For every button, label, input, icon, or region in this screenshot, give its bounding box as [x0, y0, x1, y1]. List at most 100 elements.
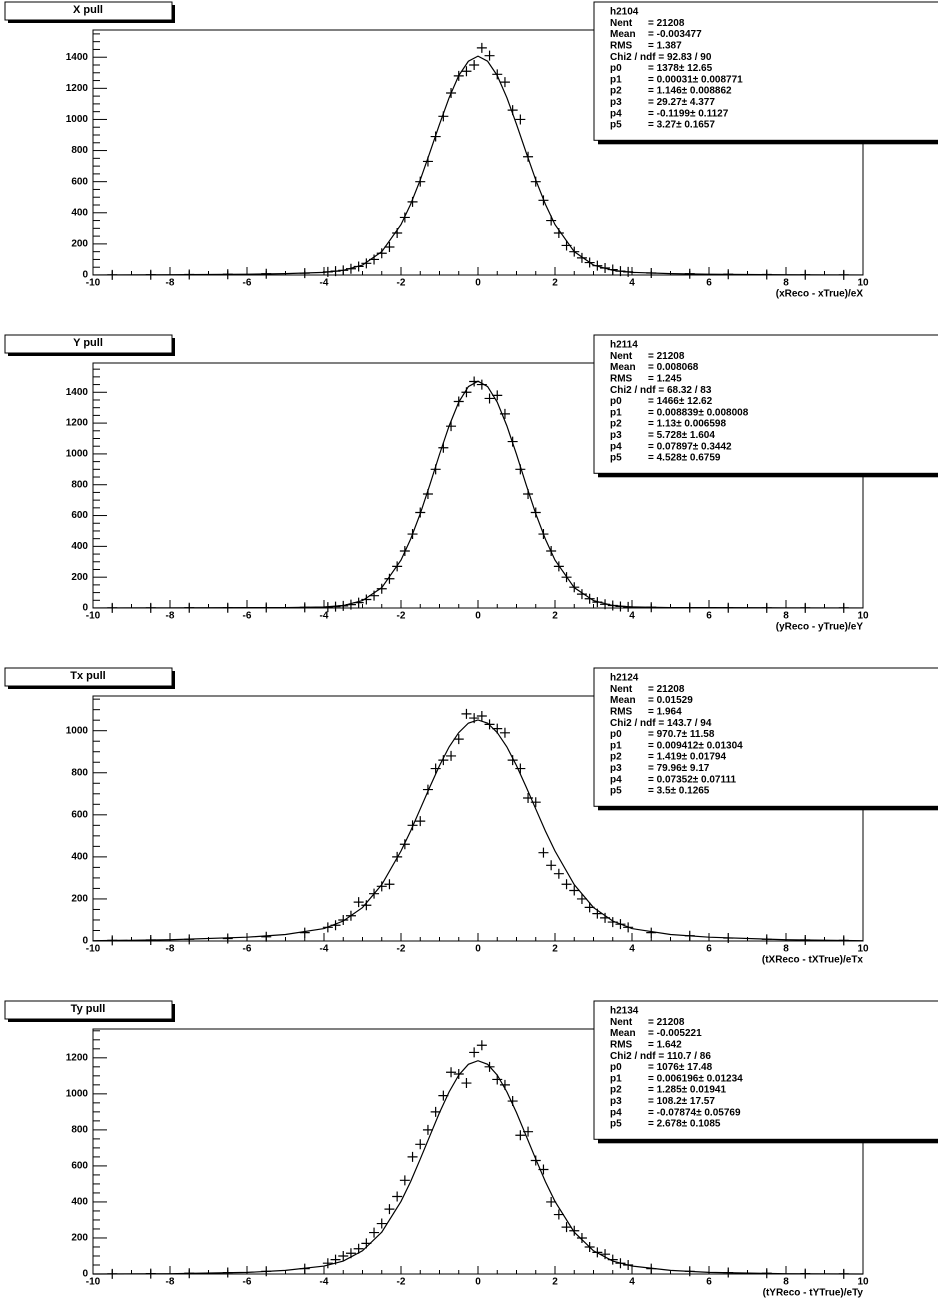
fit-curve [92, 719, 864, 942]
data-point [415, 1139, 426, 1150]
data-point [384, 1204, 395, 1215]
data-point [422, 1124, 433, 1135]
title-box [4, 1000, 173, 1020]
y-tick-label: 200 [71, 894, 88, 905]
chart-title: Ty pull [71, 1003, 106, 1015]
data-point [376, 583, 387, 594]
stats-box [593, 1000, 938, 1140]
stats-label: p2 [610, 86, 622, 97]
data-point [469, 1047, 480, 1058]
x-tick-label: 0 [475, 1277, 481, 1288]
data-point [576, 589, 587, 600]
stats-value: = 0.006196± 0.01234 [648, 1073, 743, 1084]
x-tick-label: -4 [320, 944, 329, 955]
data-point [446, 1067, 457, 1078]
data-point [353, 897, 364, 908]
x-tick-label: -10 [86, 278, 101, 289]
stats-value: = 0.008839± 0.008008 [648, 407, 749, 418]
data-point [399, 1175, 410, 1186]
data-point [499, 727, 510, 738]
data-point [576, 252, 587, 263]
data-point [553, 868, 564, 879]
stats-label: p1 [610, 740, 622, 751]
data-point [492, 390, 503, 401]
y-tick-label: 600 [71, 176, 88, 187]
y-tick-label: 1200 [66, 1052, 89, 1063]
y-tick-label: 0 [82, 1269, 88, 1280]
data-point [461, 1078, 472, 1089]
stats-label: Nent [610, 18, 633, 29]
chart-title: Y pull [73, 337, 103, 349]
stats-label: p2 [610, 1085, 622, 1096]
stats-label: p1 [610, 1073, 622, 1084]
data-point [461, 66, 472, 77]
y-tick-label: 800 [71, 479, 88, 490]
stats-value: = 108.2± 17.57 [648, 1096, 715, 1107]
x-tick-label: 0 [475, 944, 481, 955]
stats-value: = 1.642 [648, 1040, 682, 1051]
x-tick-label: -2 [397, 1277, 406, 1288]
data-point [484, 393, 495, 404]
title-box [4, 334, 173, 354]
x-tick-label: -10 [86, 944, 101, 955]
stats-label: p0 [610, 396, 622, 407]
data-point [361, 258, 372, 269]
y-tick-label: 1000 [66, 114, 89, 125]
stats-value: = 1.245 [648, 374, 682, 385]
y-tick-label: 400 [71, 207, 88, 218]
stats-value: = 21208 [648, 18, 685, 29]
data-point [461, 708, 472, 719]
data-point [492, 69, 503, 80]
stats-name: h2124 [610, 673, 639, 684]
x-tick-label: 8 [783, 944, 789, 955]
stats-label: Chi2 / ndf = 143.7 / 94 [610, 718, 712, 729]
y-tick-label: 200 [71, 1233, 88, 1244]
stats-value: = 1378± 12.65 [648, 63, 713, 74]
y-tick-label: 0 [82, 603, 88, 614]
data-point [553, 1209, 564, 1220]
data-point [546, 860, 557, 871]
stats-label: RMS [610, 41, 633, 52]
data-point [369, 1227, 380, 1238]
stats-label: Mean [610, 695, 636, 706]
x-tick-label: 0 [475, 611, 481, 622]
panel: 0 200 400 600 800 1000 -10 -8 -6 -4 -2 0 2 4 6 8 10(tXRe… [4, 667, 938, 966]
stats-value: = 1.13± 0.006598 [648, 419, 726, 430]
data-point [361, 594, 372, 605]
fit-curve [92, 380, 864, 609]
stats-label: p4 [610, 1107, 622, 1118]
data-point [453, 1069, 464, 1080]
y-tick-label: 400 [71, 852, 88, 863]
stats-label: Mean [610, 362, 636, 373]
y-tick-label: 600 [71, 1161, 88, 1172]
panel: 0 200 400 600 800 1000 1200 -10 -8 -6 -4 -2 0 2 4 6 8 10(… [4, 1000, 938, 1299]
stats-label: Chi2 / ndf = 110.7 / 86 [610, 1051, 711, 1062]
stats-name: h2134 [610, 1006, 639, 1017]
y-tick-label: 400 [71, 541, 88, 552]
x-tick-label: -8 [166, 1277, 175, 1288]
stats-value: = 21208 [648, 684, 685, 695]
data-point [446, 421, 457, 432]
data-point [584, 593, 595, 604]
data-point [338, 1250, 349, 1261]
data-point [438, 1090, 449, 1101]
title-box [4, 667, 173, 687]
data-point [561, 1222, 572, 1233]
stats-label: p4 [610, 774, 622, 785]
y-tick-label: 800 [71, 145, 88, 156]
x-tick-label: -10 [86, 611, 101, 622]
data-point [446, 750, 457, 761]
y-tick-label: 600 [71, 510, 88, 521]
y-tick-label: 0 [82, 270, 88, 281]
data-point [499, 77, 510, 88]
data-point [353, 1243, 364, 1254]
stats-value: = 0.00031± 0.008771 [648, 74, 743, 85]
stats-label: RMS [610, 707, 633, 718]
data-point [384, 573, 395, 584]
x-tick-label: -4 [320, 1277, 329, 1288]
stats-label: Nent [610, 684, 633, 695]
stats-value: = 79.96± 9.17 [648, 763, 710, 774]
x-tick-label: -10 [86, 1277, 101, 1288]
y-tick-label: 1000 [66, 725, 89, 736]
stats-value: = -0.003477 [648, 29, 702, 40]
